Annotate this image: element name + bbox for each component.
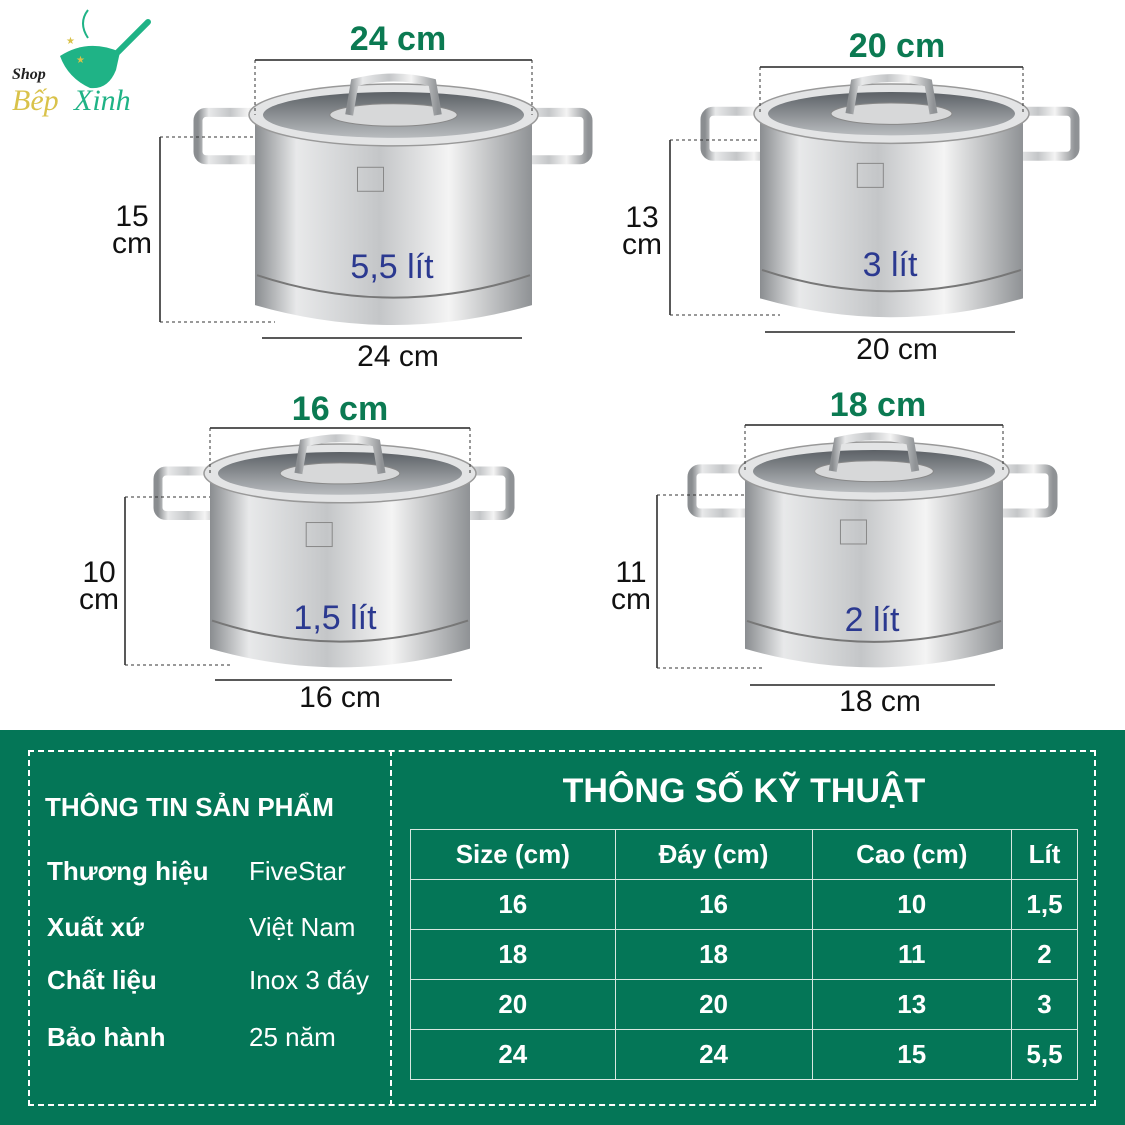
five-star-logo <box>305 522 333 548</box>
pot-24-top-diameter: 24 cm <box>349 20 447 58</box>
saucepan-logo-icon: ★ ★ <box>60 9 151 89</box>
height-value: 13 <box>625 201 659 234</box>
pot-20-height: 13 cm <box>622 201 662 261</box>
col-header: Lít <box>1010 829 1079 880</box>
lid-knob <box>294 434 386 475</box>
col-header: Đáy (cm) <box>614 829 813 880</box>
spec-panel: THÔNG TIN SẢN PHẨM Thương hiệu FiveStar X… <box>0 730 1125 1125</box>
col-header: Cao (cm) <box>811 829 1012 880</box>
spec-title: THÔNG SỐ KỸ THUẬT <box>562 772 926 810</box>
table-cell: 2 <box>1010 929 1079 980</box>
pot-body <box>760 113 1023 318</box>
table-row: 24 24 15 5,5 <box>410 1029 1079 1080</box>
logo-xinh-text: Xinh <box>74 84 131 117</box>
lid-knob <box>845 74 938 115</box>
col-header: Size (cm) <box>410 829 616 880</box>
shop-logo: ★ ★ Shop Bếp Xinh <box>8 8 153 123</box>
five-star-logo <box>839 519 867 545</box>
pot-18-height: 11 cm <box>611 556 651 616</box>
info-key: Thương hiệu <box>47 856 209 886</box>
table-row: 20 20 13 3 <box>410 979 1079 1030</box>
table-cell: 20 <box>410 979 616 1030</box>
info-value: 25 năm <box>249 1022 336 1052</box>
svg-text:★: ★ <box>66 36 75 47</box>
table-cell: 11 <box>811 929 1012 980</box>
dashed-border <box>28 750 1096 1106</box>
pot-body <box>745 471 1003 668</box>
height-value: 15 <box>115 200 149 233</box>
pot-16-volume: 1,5 lít <box>293 599 377 637</box>
base-ring <box>211 619 469 643</box>
lid-knob-base <box>830 102 953 125</box>
info-key: Bảo hành <box>47 1022 166 1052</box>
pot <box>669 66 1080 333</box>
pot-16-top-diameter: 16 cm <box>291 390 389 428</box>
pot-16-height: 10 cm <box>79 556 119 616</box>
pot <box>159 59 593 339</box>
logo-shop-text: Shop <box>12 66 46 83</box>
height-value: 11 <box>615 556 647 589</box>
lid-knob-base <box>329 103 458 127</box>
svg-text:★: ★ <box>76 55 85 66</box>
height-unit: cm <box>622 228 662 261</box>
table-row: 16 16 10 1,5 <box>410 879 1079 930</box>
pot-body <box>210 473 470 668</box>
table-cell: 20 <box>614 979 813 1030</box>
logo-bep-text: Bếp <box>12 84 59 117</box>
table-cell: 18 <box>614 929 813 980</box>
pot-18-volume: 2 lít <box>844 601 900 639</box>
table-cell: 1,5 <box>1010 879 1079 930</box>
pot-20-volume: 3 lít <box>862 246 918 284</box>
table-cell: 16 <box>614 879 813 930</box>
table-cell: 15 <box>811 1029 1012 1080</box>
table-cell: 13 <box>811 979 1012 1030</box>
table-cell: 3 <box>1010 979 1079 1030</box>
table-cell: 24 <box>614 1029 813 1080</box>
pot <box>124 427 515 681</box>
pot-16-bottom-diameter: 16 cm <box>299 681 381 714</box>
lid-knob-base <box>814 460 934 483</box>
product-info-title: THÔNG TIN SẢN PHẨM <box>45 792 334 822</box>
info-key: Chất liệu <box>47 965 157 995</box>
base-ring <box>746 619 1002 643</box>
pot-18-bottom-diameter: 18 cm <box>839 685 921 718</box>
info-value: Inox 3 đáy <box>249 965 369 995</box>
pot <box>656 424 1058 686</box>
info-value: Việt Nam <box>249 912 356 942</box>
table-cell: 10 <box>811 879 1012 930</box>
base-ring <box>256 274 531 299</box>
dashed-divider <box>390 750 392 1106</box>
table-cell: 16 <box>410 879 616 930</box>
pot-illustrations <box>124 59 1080 686</box>
pot-18-top-diameter: 18 cm <box>829 386 927 424</box>
lid-knob-base <box>279 462 401 485</box>
five-star-logo <box>856 162 884 188</box>
pot-20-bottom-diameter: 20 cm <box>856 333 938 366</box>
pot-24-height: 15 cm <box>112 200 152 260</box>
info-value: FiveStar <box>249 856 346 886</box>
table-cell: 5,5 <box>1010 1029 1079 1080</box>
table-header-row: Size (cm) Đáy (cm) Cao (cm) Lít <box>410 829 1079 880</box>
base-ring <box>761 268 1022 293</box>
pot-24-bottom-diameter: 24 cm <box>357 340 439 373</box>
height-unit: cm <box>79 583 119 616</box>
table-cell: 24 <box>410 1029 616 1080</box>
info-key: Xuất xứ <box>47 912 144 942</box>
spec-table: Size (cm) Đáy (cm) Cao (cm) Lít 16 16 10 1,… <box>410 829 1079 1080</box>
height-unit: cm <box>611 583 651 616</box>
five-star-logo <box>356 166 384 192</box>
table-row: 18 18 11 2 <box>410 929 1079 980</box>
height-unit: cm <box>112 227 152 260</box>
lid-knob <box>345 73 442 116</box>
pot-body <box>255 114 532 326</box>
height-value: 10 <box>82 556 116 589</box>
pot-24-volume: 5,5 lít <box>350 248 434 286</box>
pot-20-top-diameter: 20 cm <box>848 27 946 65</box>
table-cell: 18 <box>410 929 616 980</box>
lid-knob <box>828 432 920 472</box>
